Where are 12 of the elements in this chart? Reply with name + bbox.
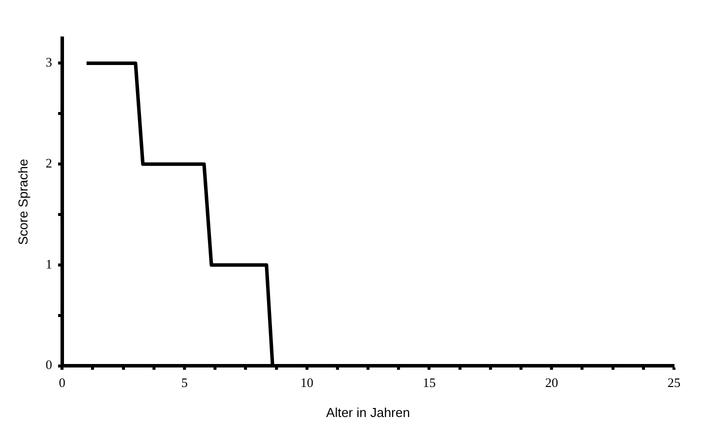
y-tick-label: 1 bbox=[46, 256, 52, 272]
x-tick-label: 10 bbox=[300, 375, 314, 390]
y-axis-title: Score Sprache bbox=[15, 158, 30, 245]
y-tick-label: 0 bbox=[46, 357, 52, 372]
x-tick-label: 25 bbox=[668, 375, 680, 390]
y-tick-label: 3 bbox=[46, 54, 52, 70]
x-axis-title: Alter in Jahren bbox=[326, 404, 410, 420]
x-tick-label: 0 bbox=[58, 375, 66, 390]
x-tick-label: 15 bbox=[422, 375, 436, 390]
y-tick-label: 2 bbox=[46, 156, 52, 170]
x-tick-label: 20 bbox=[545, 375, 558, 390]
x-tick-label: 5 bbox=[181, 375, 188, 390]
